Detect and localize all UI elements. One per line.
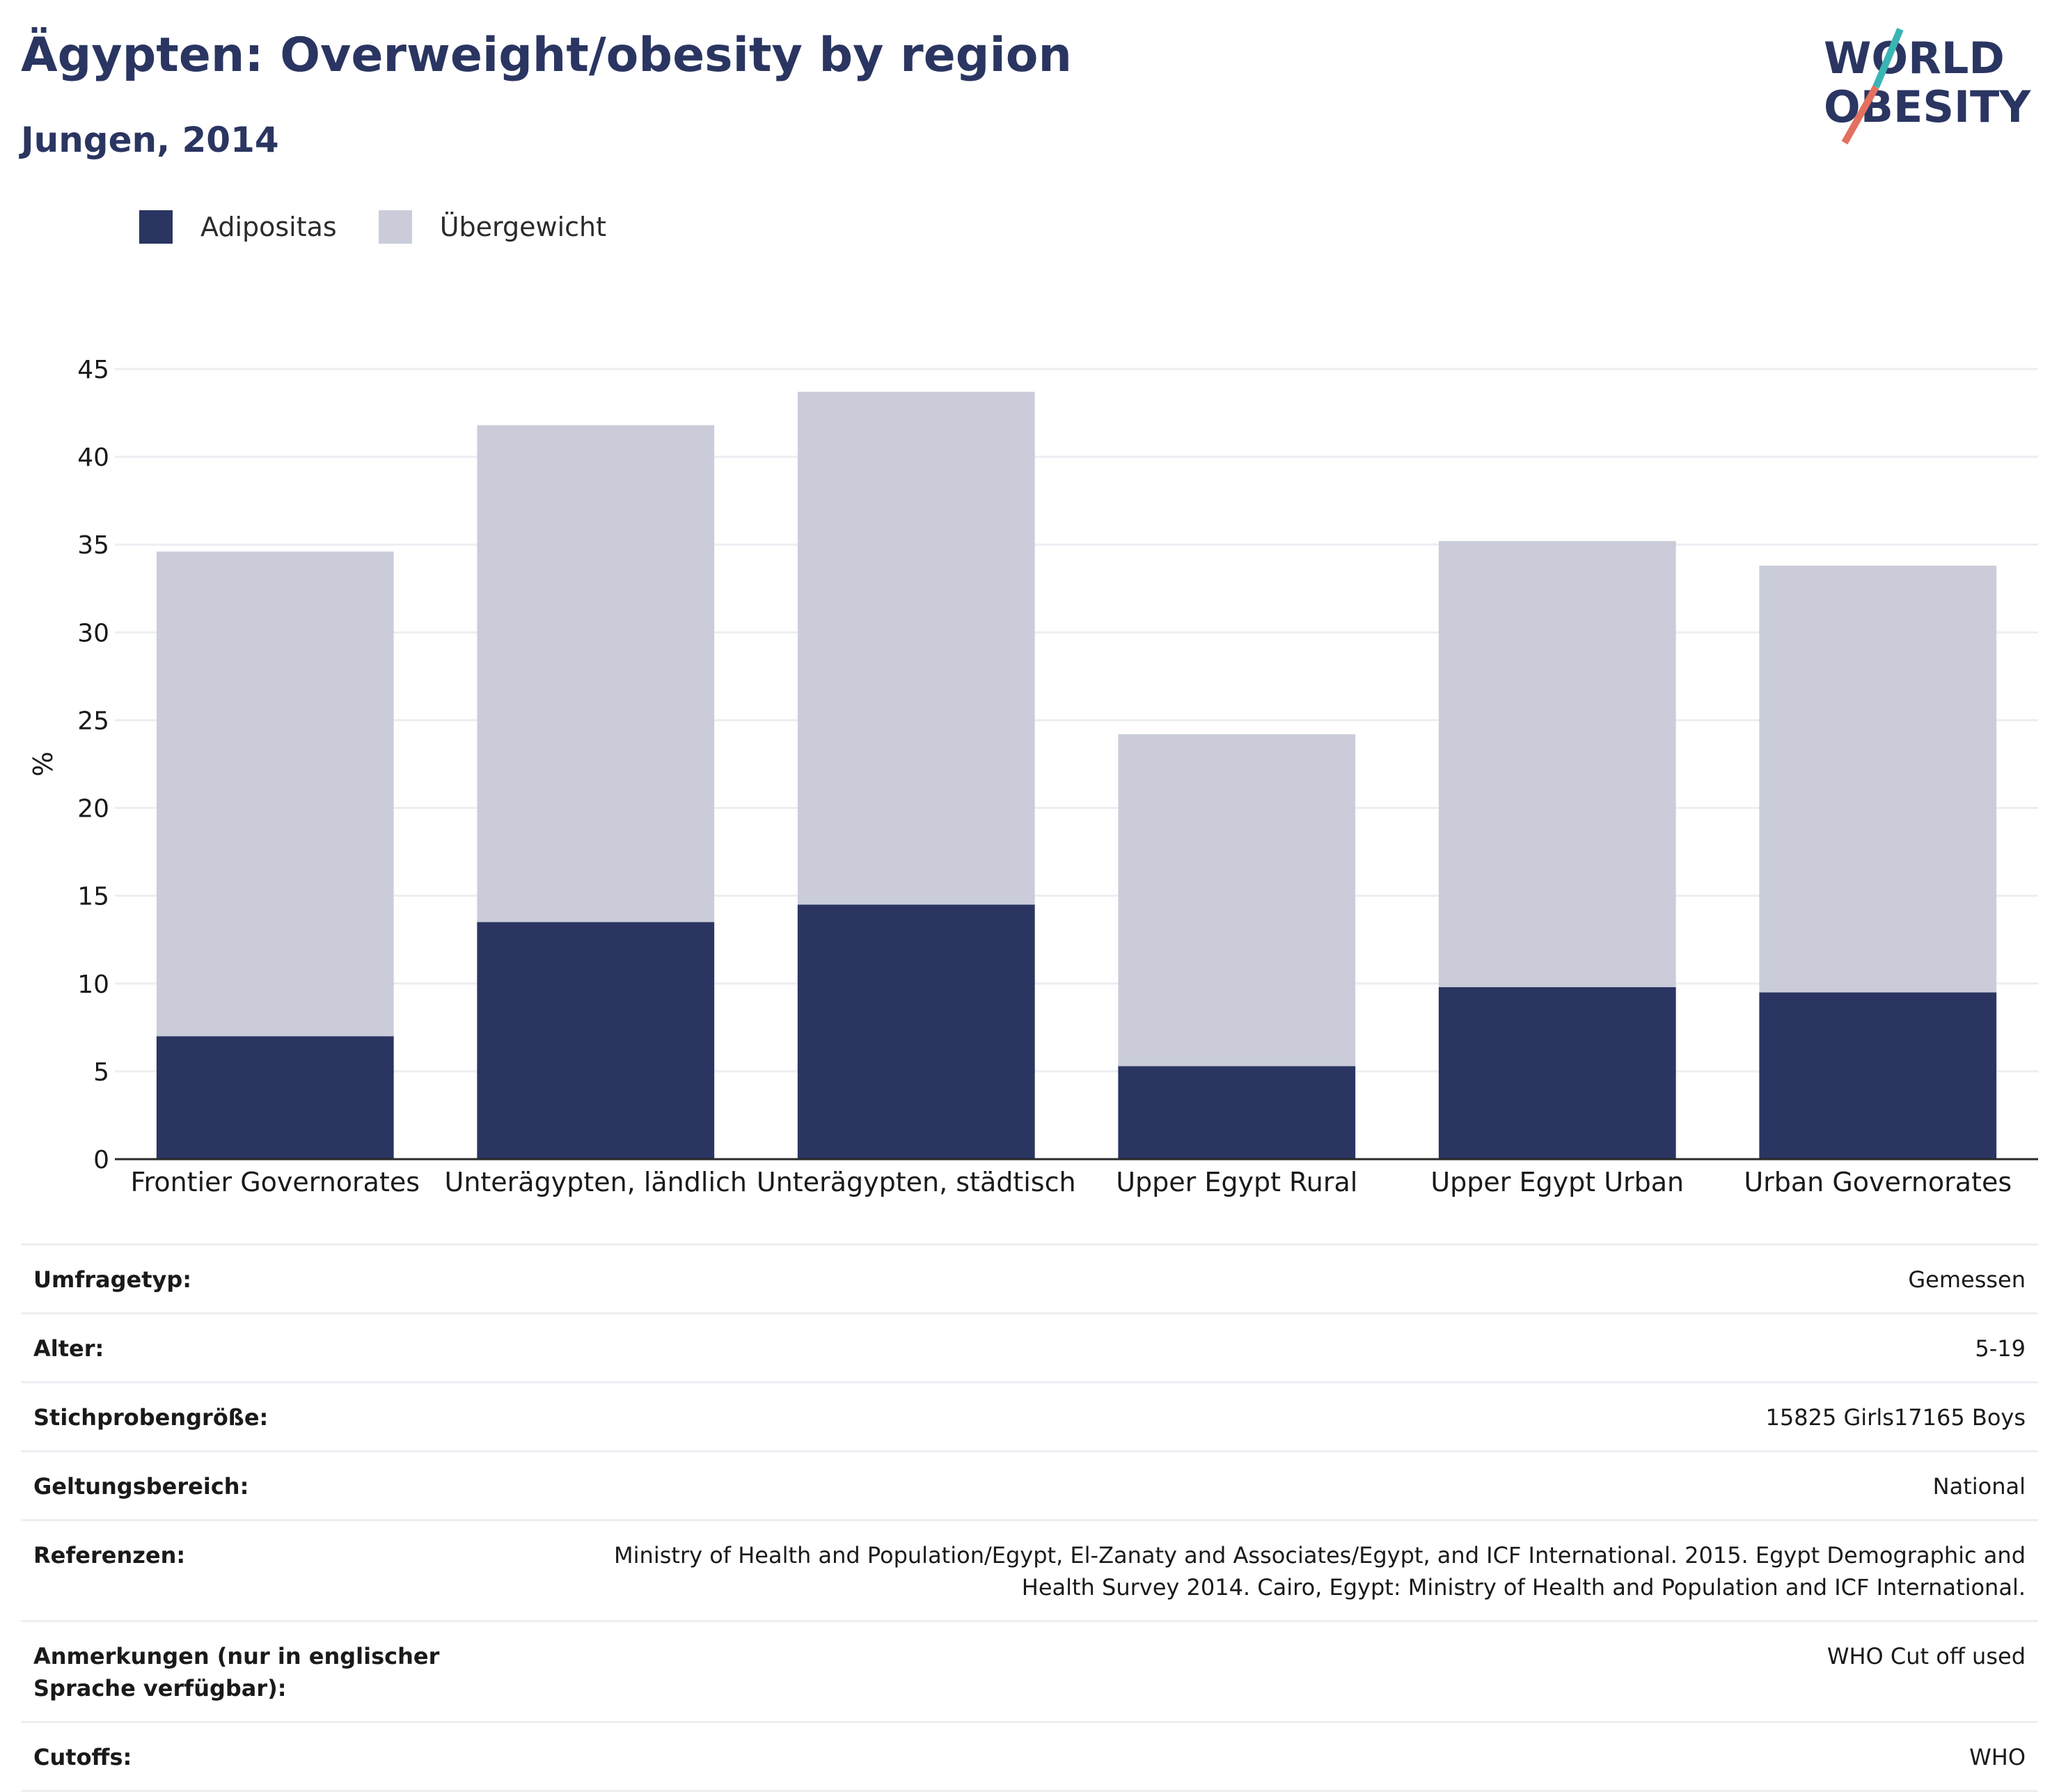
stacked-bar-chart: 0 5 10 15 20 25 30 35 40 45% Frontier Governorates… [28,356,2038,1197]
legend-item-obesity[interactable]: Adipositas [139,210,337,244]
legend-label-overweight: Übergewicht [439,212,606,242]
info-value: 5-19 [1975,1335,2026,1362]
legend-label-obesity: Adipositas [200,212,337,242]
y-tick-label: 40 [77,443,109,472]
info-label: Cutoffs: [33,1744,132,1770]
info-value: Gemessen [1908,1266,2026,1293]
logo-text-world: WORLD [1824,33,2005,84]
info-value: Ministry of Health and Population/Egypt,… [614,1542,2026,1601]
y-tick-label: 35 [77,531,109,560]
info-row: Anmerkungen (nur in englischer Sprache v… [21,1620,2038,1721]
x-tick-label: Frontier Governorates [130,1167,420,1197]
world-obesity-logo: WORLD OBESITY [1824,28,2031,145]
bar-segment-overweight [1118,734,1356,1067]
bar-segment-overweight [797,391,1035,905]
x-tick-label: Upper Egypt Rural [1116,1167,1357,1197]
y-tick-label: 0 [93,1146,109,1174]
logo-slash-teal [1872,28,1904,88]
x-tick-label: Unterägypten, ländlich [445,1167,747,1197]
bar-segment-obesity [1759,992,1997,1159]
info-row: Referenzen: Ministry of Health and Popula… [21,1519,2038,1620]
y-tick-label: 45 [77,356,109,384]
info-value: WHO [1969,1744,2026,1770]
info-label: Stichprobengröße: [33,1404,269,1431]
bar-segment-obesity [1118,1066,1356,1159]
info-label: Geltungsbereich: [33,1473,249,1500]
x-tick-label: Urban Governorates [1744,1167,2012,1197]
info-row: Cutoffs: WHO [21,1721,2038,1792]
logo-slash-coral [1841,85,1879,145]
chart-title: Ägypten: Overweight/obesity by region [21,28,1072,83]
bar-segment-overweight [156,551,394,1037]
info-value: 15825 Girls17165 Boys [1765,1404,2026,1431]
info-row: Alter: 5-19 [21,1312,2038,1381]
legend-swatch-obesity [139,210,173,244]
bar-segment-obesity [156,1036,394,1159]
bar-segment-obesity [797,904,1035,1159]
survey-info-table: Umfragetyp: Gemessen Alter: 5-19 Stichproben… [21,1243,2038,1792]
y-tick-label: 25 [77,707,109,735]
chart-subtitle: Jungen, 2014 [21,120,279,160]
legend-item-overweight[interactable]: Übergewicht [378,210,606,244]
y-tick-label: 5 [93,1058,109,1087]
y-tick-label: 30 [77,619,109,647]
y-tick-label: 15 [77,883,109,911]
bar-segment-obesity [477,922,715,1159]
bar-segment-overweight [1438,541,1676,987]
x-tick-label: Upper Egypt Urban [1430,1167,1684,1197]
info-row: Umfragetyp: Gemessen [21,1243,2038,1312]
info-label: Anmerkungen (nur in englischer Sprache v… [33,1643,440,1701]
y-axis-label: % [28,751,58,776]
y-tick-label: 20 [77,795,109,824]
info-value: National [1932,1473,2026,1500]
x-tick-label: Unterägypten, städtisch [757,1167,1076,1197]
y-tick-label: 10 [77,970,109,999]
chart-legend: Adipositas Übergewicht [139,206,648,248]
bar-segment-overweight [1759,565,1997,993]
info-label: Referenzen: [33,1542,186,1569]
info-label: Alter: [33,1335,104,1362]
bar-segment-overweight [477,425,715,922]
info-row: Geltungsbereich: National [21,1450,2038,1519]
info-label: Umfragetyp: [33,1266,192,1293]
legend-swatch-overweight [378,210,412,244]
bar-segment-obesity [1438,987,1676,1159]
info-value: WHO Cut off used [1827,1643,2026,1669]
info-row: Stichprobengröße: 15825 Girls17165 Boys [21,1381,2038,1450]
